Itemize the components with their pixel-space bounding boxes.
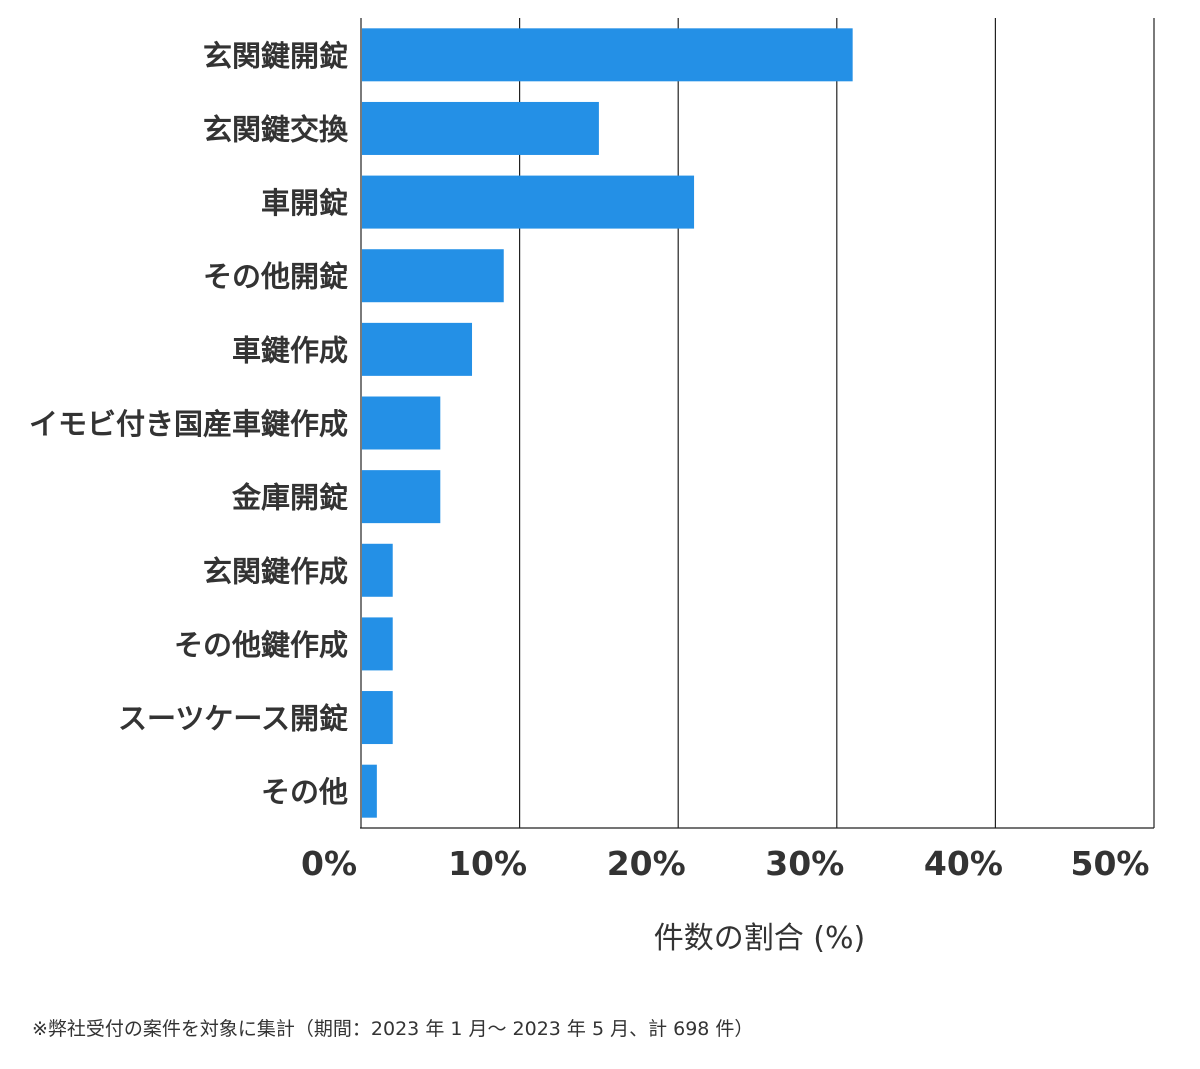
bar [362, 28, 853, 82]
category-labels: 玄関鍵開錠玄関鍵交換車開錠その他開錠車鍵作成イモビ付き国産車鍵作成金庫開錠玄関鍵… [29, 39, 349, 809]
x-tick-label: 40% [924, 844, 1003, 883]
x-tick-label: 10% [448, 844, 527, 883]
category-label: 金庫開錠 [231, 481, 348, 515]
bar [362, 543, 393, 597]
x-axis-title: 件数の割合 (%) [654, 921, 865, 956]
bar [362, 175, 695, 229]
category-label: 玄関鍵開錠 [203, 39, 348, 73]
category-label: その他鍵作成 [174, 628, 348, 662]
x-tick-labels: 0% 10% 20% 30% 40% 50% [301, 844, 1150, 883]
bar-chart: 玄関鍵開錠玄関鍵交換車開錠その他開錠車鍵作成イモビ付き国産車鍵作成金庫開錠玄関鍵… [29, 18, 1155, 956]
bar [362, 764, 377, 818]
bar [362, 617, 393, 671]
category-label: その他 [261, 775, 348, 809]
bar [362, 249, 504, 303]
x-tick-label: 50% [1071, 844, 1150, 883]
x-tick-label: 30% [765, 844, 844, 883]
category-label: スーツケース開錠 [118, 702, 348, 736]
bars [362, 28, 853, 818]
bar [362, 101, 599, 155]
x-tick-label: 20% [607, 844, 686, 883]
x-tick-label: 0% [301, 844, 357, 883]
category-label: 玄関鍵作成 [203, 554, 348, 588]
footnote: ※弊社受付の案件を対象に集計（期間：2023 年 1 月～ 2023 年 5 月… [32, 1018, 754, 1040]
category-label: イモビ付き国産車鍵作成 [29, 407, 348, 441]
bar [362, 470, 441, 524]
category-label: 車鍵作成 [232, 333, 348, 367]
bar [362, 691, 393, 745]
bar [362, 322, 473, 376]
category-label: 玄関鍵交換 [203, 112, 349, 146]
bar [362, 396, 441, 450]
category-label: 車開錠 [261, 186, 348, 220]
category-label: その他開錠 [203, 260, 348, 294]
